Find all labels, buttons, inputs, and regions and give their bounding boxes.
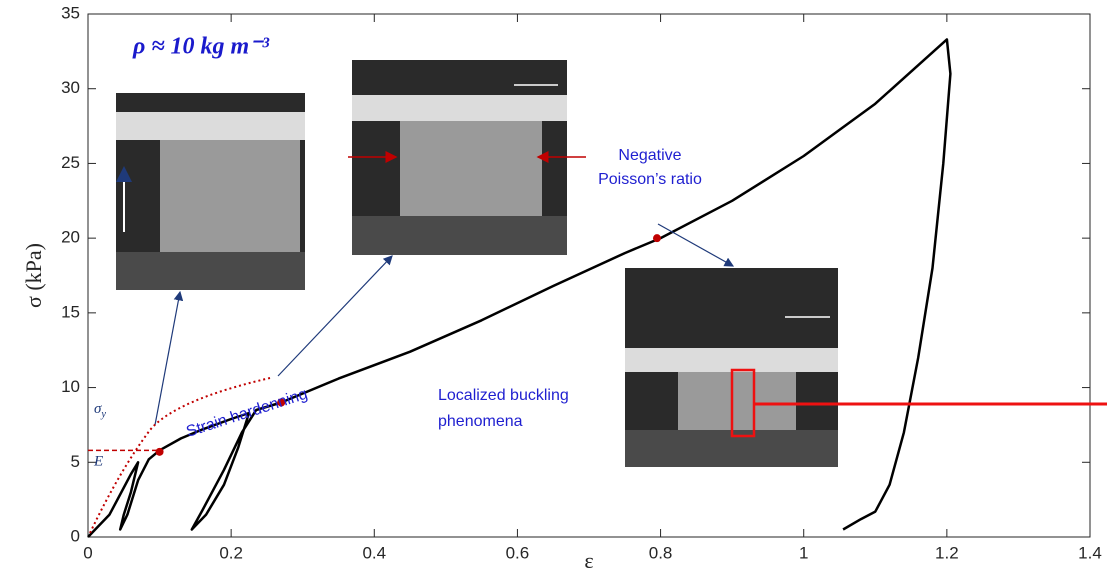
y-tick-label: 15 (61, 302, 80, 321)
x-tick-label: 0.6 (506, 543, 530, 562)
x-tick-label: 1.2 (935, 543, 959, 562)
x-axis-label: ε (584, 548, 593, 573)
sigma-y-label-subscript: y (100, 409, 106, 420)
y-tick-label: 5 (71, 452, 80, 471)
pointer-arrow (657, 223, 735, 267)
x-tick-label: 0 (83, 543, 92, 562)
fit-curve (89, 377, 271, 534)
inset-photo (625, 268, 1107, 467)
y-axis-label: σ (kPa) (21, 243, 46, 308)
sigma-y-label-symbol: σ (94, 401, 102, 417)
inset-photo (348, 60, 586, 255)
buckling-label: Localized buckling (438, 387, 569, 404)
plot-frame (87, 13, 1091, 538)
y-tick-label: 35 (61, 3, 80, 22)
stress-strain-curve (87, 38, 952, 538)
y-tick-label: 25 (61, 153, 80, 172)
marker (277, 398, 286, 407)
sigma-y-label: σy (94, 401, 106, 420)
x-tick-label: 1.4 (1078, 543, 1102, 562)
pointer-arrow (277, 255, 393, 377)
inset-photo (116, 93, 305, 290)
x-tick-label: 0.2 (219, 543, 243, 562)
buckling-label: phenomena (438, 413, 523, 430)
y-tick-label: 10 (61, 377, 80, 396)
density-label: ρ ≈ 10 kg m⁻³ (132, 34, 270, 60)
y-tick-label: 20 (61, 228, 80, 247)
poisson-label: Poisson’s ratio (598, 171, 702, 188)
x-tick-label: 1 (799, 543, 808, 562)
marker (155, 447, 164, 456)
marker (652, 234, 661, 243)
modulus-label: E (93, 453, 103, 469)
hardening-label: Strain hardenning (184, 386, 309, 441)
y-tick-label: 0 (71, 526, 80, 545)
x-tick-label: 0.4 (362, 543, 386, 562)
x-tick-label: 0.8 (649, 543, 673, 562)
poisson-label: Negative (618, 147, 681, 164)
y-tick-label: 30 (61, 78, 80, 97)
pointer-arrow (154, 290, 184, 426)
insets (89, 60, 1107, 534)
